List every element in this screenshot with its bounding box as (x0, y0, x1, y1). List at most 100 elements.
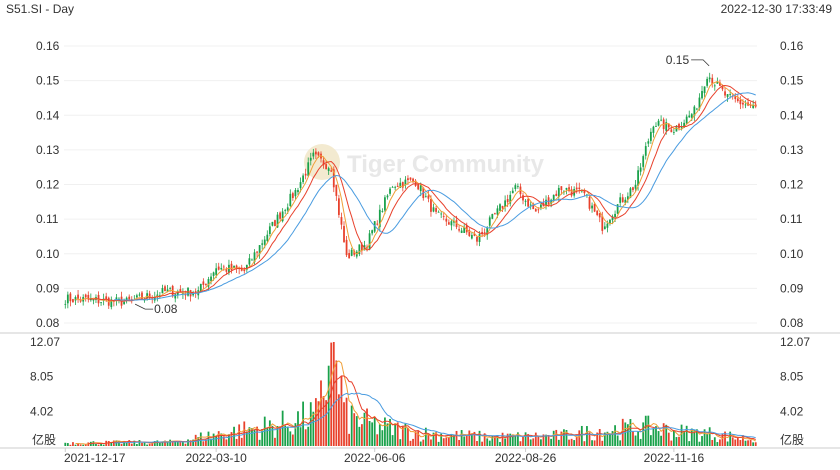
candle-body[interactable] (511, 190, 514, 194)
volume-bar[interactable] (706, 433, 709, 446)
candle-body[interactable] (66, 294, 69, 304)
volume-bar[interactable] (325, 400, 328, 446)
volume-bar[interactable] (657, 431, 660, 446)
volume-bar[interactable] (376, 434, 379, 446)
volume-bar[interactable] (378, 424, 381, 446)
volume-bar[interactable] (611, 431, 614, 446)
volume-bar[interactable] (532, 438, 535, 446)
volume-bar[interactable] (578, 430, 581, 446)
candle-body[interactable] (179, 289, 182, 292)
candle-body[interactable] (77, 294, 79, 300)
candle-body[interactable] (463, 227, 466, 233)
candle-body[interactable] (314, 151, 317, 155)
volume-bar[interactable] (253, 429, 256, 446)
volume-bar[interactable] (307, 426, 310, 446)
candle-body[interactable] (437, 211, 440, 213)
candle-body[interactable] (614, 213, 616, 218)
candle-body[interactable] (522, 195, 524, 201)
volume-bar[interactable] (222, 436, 225, 446)
volume-bar[interactable] (79, 444, 82, 446)
candle-body[interactable] (118, 298, 120, 300)
volume-bar[interactable] (470, 434, 473, 446)
candle-body[interactable] (261, 243, 264, 245)
volume-bar[interactable] (660, 435, 663, 446)
candle-body[interactable] (453, 220, 455, 223)
volume-bar[interactable] (476, 441, 478, 446)
candle-body[interactable] (161, 288, 164, 294)
volume-bar[interactable] (297, 411, 299, 446)
volume-bar[interactable] (358, 426, 361, 446)
volume-bar[interactable] (509, 433, 512, 446)
candle-body[interactable] (176, 291, 179, 296)
volume-bar[interactable] (276, 426, 279, 446)
candle-body[interactable] (729, 94, 732, 95)
candle-body[interactable] (276, 214, 279, 228)
candle-body[interactable] (696, 108, 698, 110)
volume-bar[interactable] (506, 433, 509, 446)
candle-body[interactable] (660, 119, 663, 121)
candle-body[interactable] (711, 77, 714, 85)
volume-bar[interactable] (151, 442, 154, 446)
volume-bar[interactable] (568, 439, 570, 446)
volume-bar[interactable] (373, 417, 376, 446)
volume-bar[interactable] (744, 440, 747, 446)
candle-body[interactable] (396, 185, 399, 187)
volume-bar[interactable] (386, 423, 389, 446)
candle-body[interactable] (744, 104, 747, 106)
candle-body[interactable] (138, 294, 141, 296)
candle-body[interactable] (299, 182, 302, 188)
volume-bar[interactable] (432, 432, 435, 446)
volume-bar[interactable] (240, 437, 243, 446)
volume-bar[interactable] (701, 436, 703, 446)
volume-bar[interactable] (453, 435, 455, 446)
volume-bar[interactable] (465, 435, 468, 446)
candle-body[interactable] (307, 162, 310, 176)
volume-bar[interactable] (258, 439, 261, 446)
candle-body[interactable] (158, 295, 161, 297)
candle-body[interactable] (243, 269, 246, 272)
volume-bar[interactable] (148, 443, 151, 446)
candle-body[interactable] (524, 200, 527, 202)
candle-body[interactable] (407, 178, 409, 180)
candle-body[interactable] (713, 85, 716, 87)
candle-body[interactable] (391, 186, 394, 188)
candle-body[interactable] (514, 185, 517, 190)
volume-bar[interactable] (192, 439, 195, 446)
candle-body[interactable] (440, 213, 443, 215)
candle-body[interactable] (665, 122, 668, 131)
candle-body[interactable] (481, 231, 483, 234)
volume-bar[interactable] (366, 408, 368, 446)
volume-bar[interactable] (435, 432, 437, 446)
candle-body[interactable] (724, 91, 726, 96)
candle-body[interactable] (72, 299, 74, 303)
volume-bar[interactable] (66, 443, 69, 446)
candle-body[interactable] (591, 205, 593, 209)
volume-bar[interactable] (688, 441, 691, 446)
candle-body[interactable] (683, 122, 686, 128)
volume-bar[interactable] (164, 440, 166, 446)
candle-body[interactable] (399, 182, 402, 188)
volume-bar[interactable] (156, 440, 159, 446)
candle-body[interactable] (253, 252, 256, 263)
volume-bar[interactable] (642, 422, 645, 446)
volume-bar[interactable] (583, 441, 586, 446)
candle-body[interactable] (327, 168, 330, 171)
volume-bar[interactable] (555, 429, 558, 446)
candle-body[interactable] (64, 303, 67, 305)
candle-body[interactable] (340, 217, 343, 225)
volume-bar[interactable] (711, 439, 714, 446)
candle-body[interactable] (381, 211, 384, 212)
volume-bars[interactable] (64, 342, 757, 446)
candle-body[interactable] (588, 196, 591, 209)
volume-bar[interactable] (442, 438, 445, 446)
volume-bar[interactable] (678, 436, 680, 446)
candle-body[interactable] (358, 244, 361, 255)
volume-bar[interactable] (450, 433, 453, 446)
candle-body[interactable] (414, 180, 417, 186)
candle-body[interactable] (202, 281, 205, 285)
candle-body[interactable] (652, 126, 655, 133)
volume-bar[interactable] (517, 432, 519, 446)
candle-body[interactable] (458, 229, 460, 231)
volume-bar[interactable] (353, 413, 356, 446)
volume-bar[interactable] (670, 440, 673, 446)
